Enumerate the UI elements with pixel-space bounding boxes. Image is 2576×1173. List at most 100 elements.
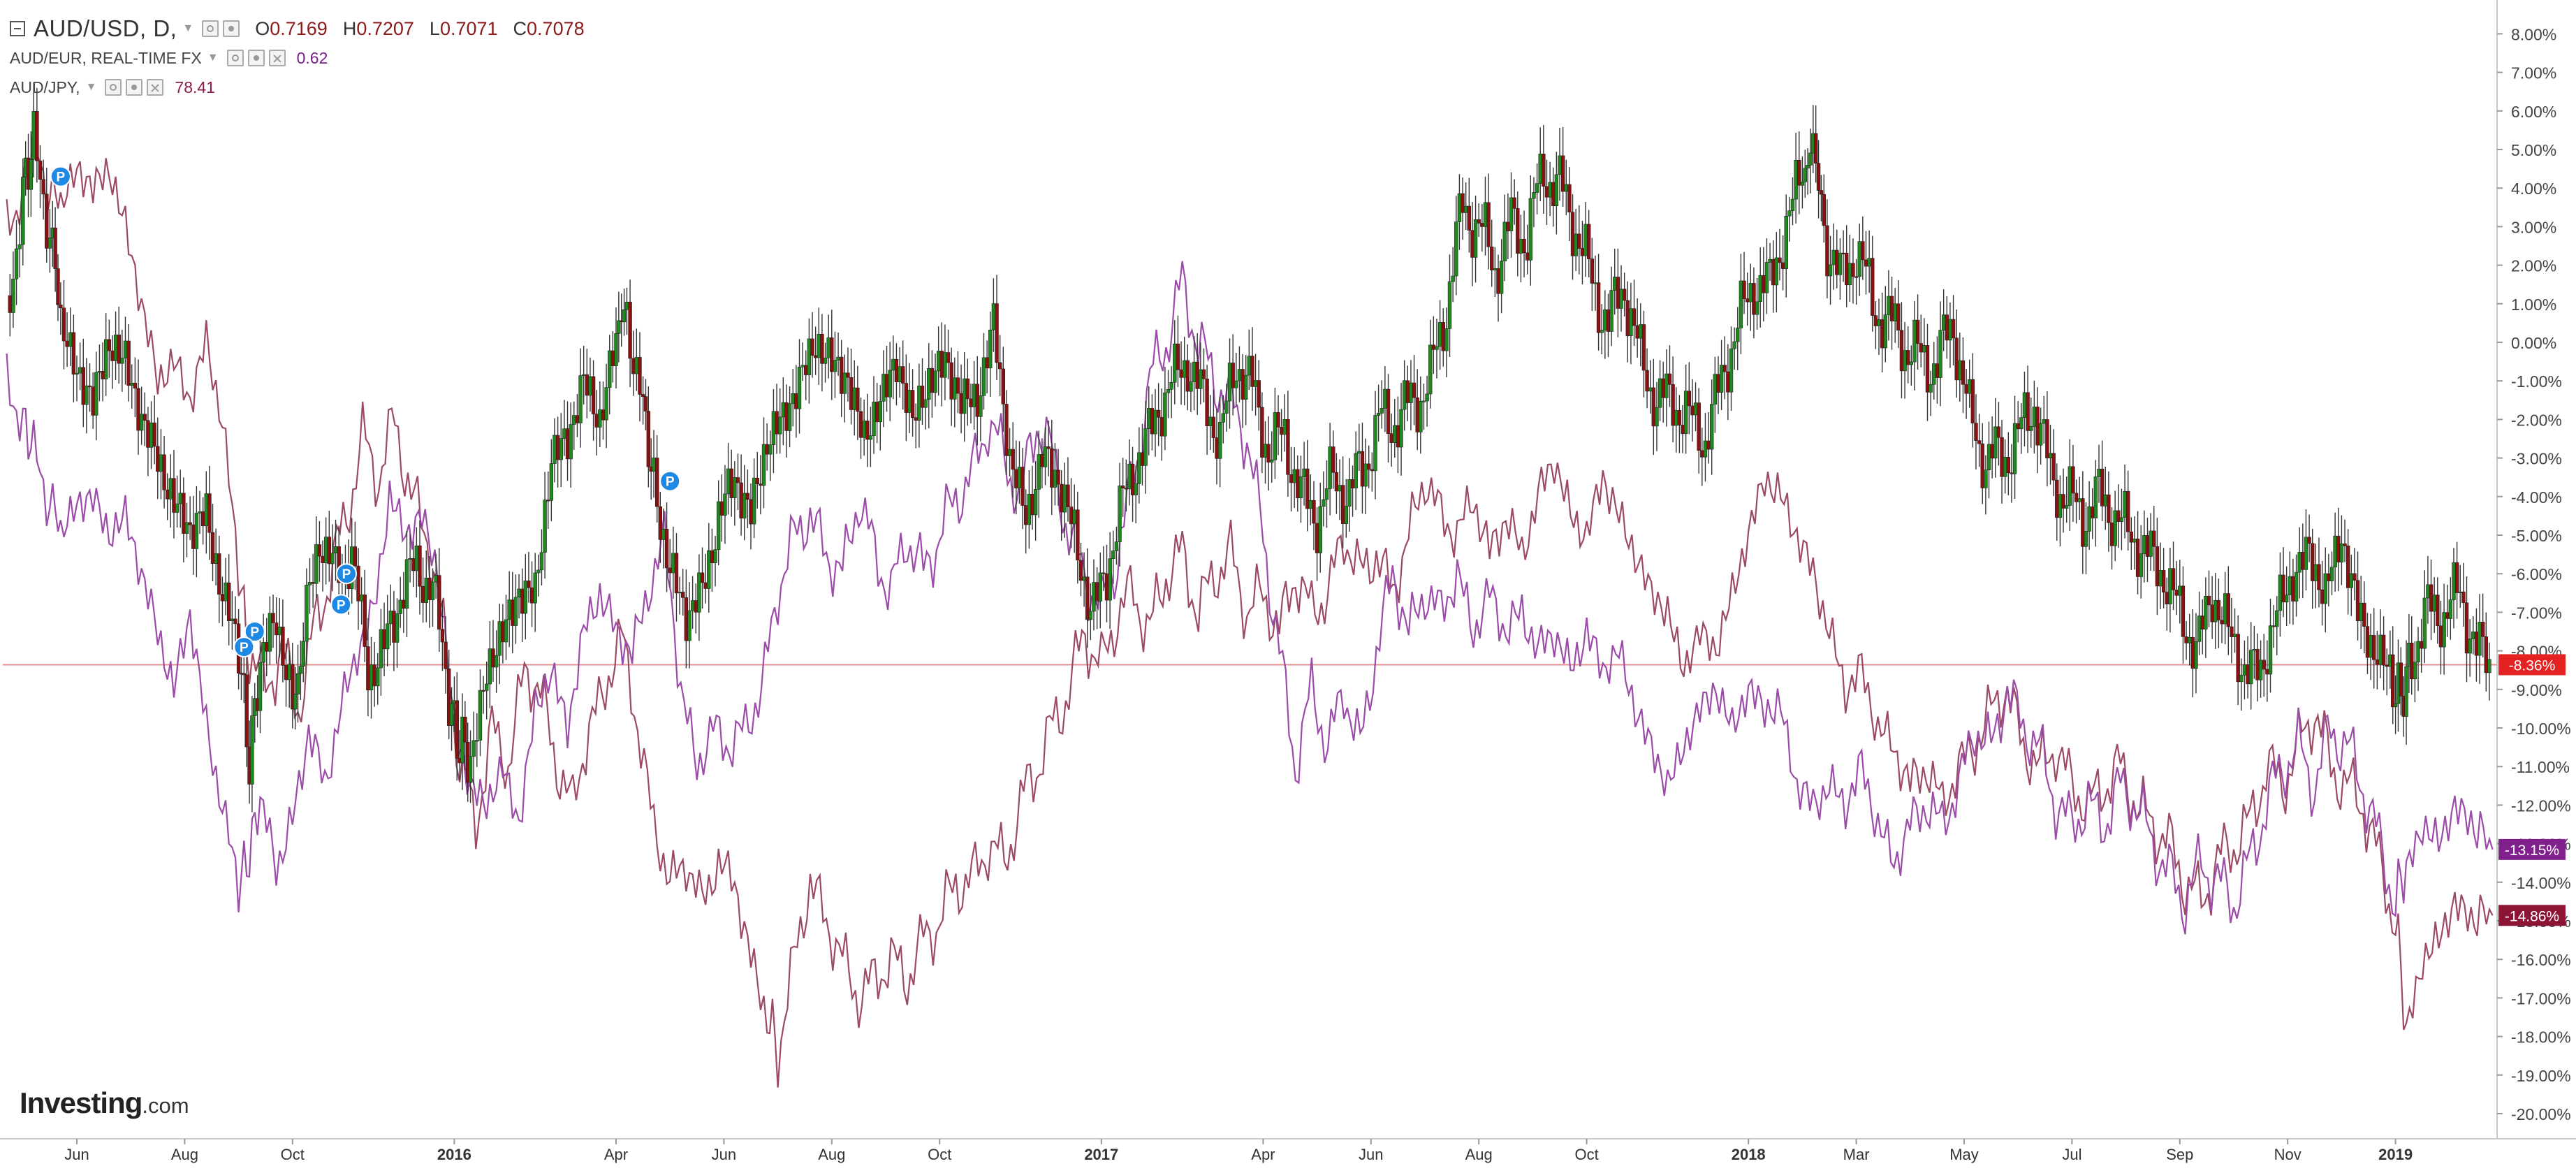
- candle-body: [1318, 506, 1322, 553]
- series-line-aud-jpy: [6, 111, 2494, 1088]
- candle-body: [1538, 154, 1542, 184]
- candle-body: [1425, 393, 1429, 402]
- candle-body: [1253, 380, 1258, 387]
- candle-body: [1915, 319, 1920, 344]
- candle-body: [2432, 595, 2436, 612]
- candle-body: [68, 332, 73, 347]
- candle: [2393, 675, 2398, 734]
- collapse-icon[interactable]: [10, 21, 25, 36]
- candle: [1043, 427, 1048, 486]
- candle-body: [402, 599, 406, 609]
- candle-body: [755, 477, 759, 484]
- candle-body: [610, 350, 615, 366]
- candle: [481, 676, 485, 714]
- candle-body: [2187, 636, 2192, 643]
- gear-icon[interactable]: [223, 20, 240, 37]
- candle-body: [797, 367, 802, 409]
- candle: [1816, 140, 1821, 219]
- candle: [385, 595, 390, 667]
- candle-body: [165, 489, 170, 500]
- candle: [2026, 365, 2030, 453]
- candle-body: [207, 493, 212, 533]
- candle-body: [1499, 261, 1504, 294]
- candle: [687, 582, 691, 669]
- close-icon[interactable]: [268, 50, 286, 66]
- badge-label: -8.36%: [2509, 657, 2556, 673]
- candle: [1143, 401, 1148, 494]
- candle-body: [1899, 330, 1904, 372]
- candle-body: [997, 362, 1002, 370]
- candle-body: [29, 159, 34, 190]
- p-marker-label: P: [342, 567, 351, 582]
- jpy-symbol[interactable]: AUD/JPY,: [10, 78, 80, 96]
- candle: [1354, 431, 1358, 510]
- close-icon[interactable]: [147, 79, 164, 96]
- candle-body: [414, 545, 419, 571]
- candle-body: [146, 420, 150, 448]
- candle: [1787, 197, 1792, 242]
- candle-body: [1619, 289, 1623, 309]
- chevron-down-icon[interactable]: ▼: [182, 22, 194, 34]
- candle-body: [2197, 615, 2202, 642]
- candle-body: [858, 411, 863, 438]
- main-symbol[interactable]: AUD/USD, D,: [34, 15, 177, 41]
- gear-icon[interactable]: [247, 50, 265, 66]
- last-value-badge: -13.15%: [2498, 838, 2566, 860]
- candle-body: [1970, 379, 1975, 423]
- investing-logo[interactable]: Investing.com: [20, 1086, 189, 1120]
- candle: [1312, 481, 1316, 551]
- candle: [103, 313, 108, 396]
- candle-body: [2012, 423, 2017, 474]
- eye-icon[interactable]: [202, 20, 219, 37]
- candle-body: [716, 501, 721, 551]
- candle: [1085, 548, 1090, 648]
- candle-body: [1825, 225, 1829, 277]
- candle-body: [1350, 479, 1355, 488]
- candle-body: [2372, 635, 2376, 660]
- candle: [1305, 439, 1310, 532]
- candle: [1270, 431, 1274, 483]
- candle-body: [907, 390, 912, 413]
- candle: [946, 329, 951, 379]
- candle-body: [608, 350, 612, 388]
- eye-icon[interactable]: [226, 50, 244, 66]
- candle: [2139, 525, 2143, 599]
- candle: [646, 386, 651, 488]
- candle: [1419, 376, 1423, 454]
- x-tick-label: Jul: [2062, 1146, 2081, 1163]
- candle-body: [836, 356, 840, 360]
- candle-body: [1864, 259, 1868, 267]
- candle: [920, 358, 925, 425]
- gear-icon[interactable]: [126, 79, 143, 96]
- candle-body: [1289, 474, 1294, 483]
- candle: [504, 595, 508, 660]
- candle-body: [1722, 365, 1727, 372]
- candle-body: [555, 435, 560, 460]
- candle-body: [188, 522, 192, 525]
- candle: [2029, 398, 2033, 448]
- eur-symbol[interactable]: AUD/EUR, REAL-TIME FX: [10, 48, 202, 67]
- candle-body: [1195, 361, 1199, 389]
- candle-body: [1716, 374, 1720, 393]
- candle: [468, 730, 473, 803]
- candle: [2113, 490, 2117, 562]
- candle: [136, 359, 140, 455]
- candle: [1814, 105, 1818, 183]
- candle: [1764, 238, 1769, 314]
- candle: [1231, 334, 1235, 416]
- candle-body: [1441, 322, 1445, 351]
- candle-body: [1201, 369, 1206, 379]
- candle-body: [2426, 584, 2430, 599]
- candle-body: [1150, 408, 1155, 435]
- candle-body: [1693, 402, 1698, 416]
- eye-icon[interactable]: [105, 79, 122, 96]
- chevron-down-icon[interactable]: ▼: [207, 52, 219, 64]
- candle: [1205, 365, 1209, 456]
- candle-body: [2454, 562, 2459, 593]
- chevron-down-icon[interactable]: ▼: [85, 81, 97, 93]
- candle-body: [2155, 546, 2160, 587]
- candle-body: [1463, 205, 1468, 213]
- candle-body: [562, 428, 566, 439]
